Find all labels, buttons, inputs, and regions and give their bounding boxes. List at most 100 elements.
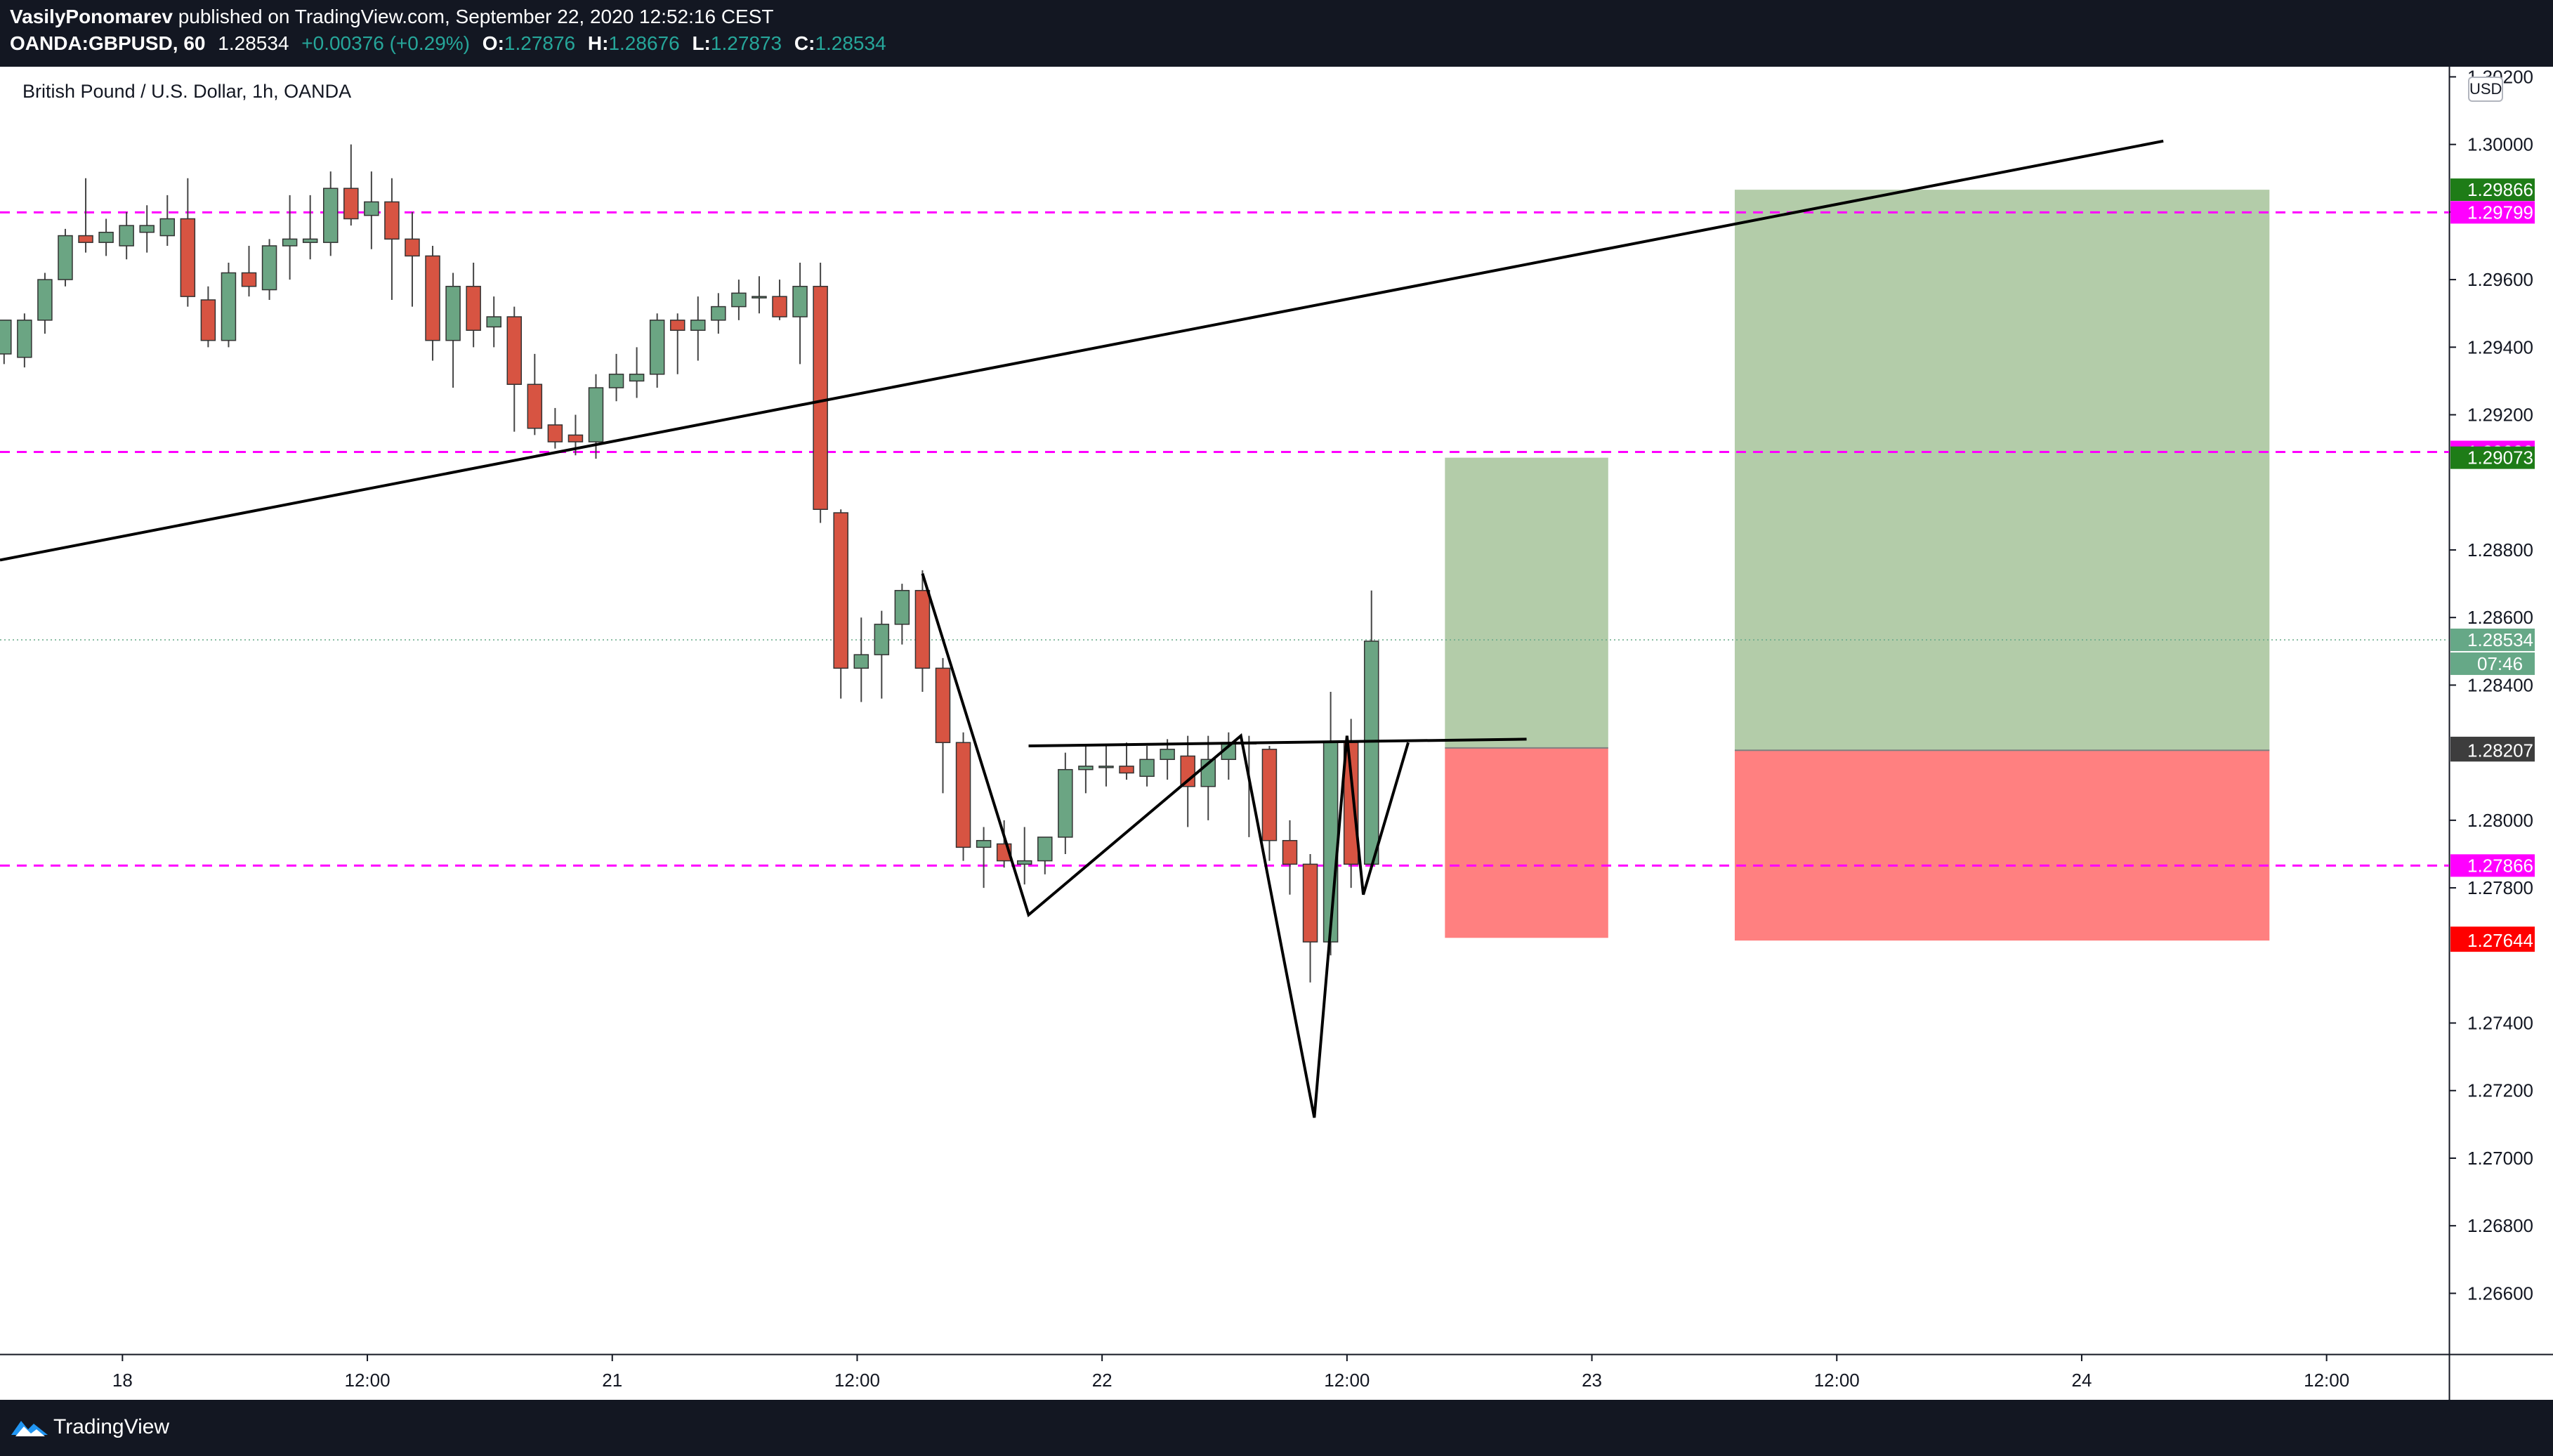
candle-body bbox=[159, 218, 176, 237]
candle-8 bbox=[139, 205, 155, 253]
candle-3 bbox=[37, 273, 53, 334]
candle-body bbox=[1139, 759, 1155, 778]
time-tick-label: 12:00 bbox=[1814, 1370, 1860, 1391]
candle-body bbox=[669, 320, 685, 332]
candle-body bbox=[364, 201, 379, 216]
candle-body bbox=[894, 589, 910, 625]
time-tick-label: 12:00 bbox=[1324, 1370, 1370, 1391]
close-value: 1.28534 bbox=[815, 32, 886, 54]
candle-body bbox=[1363, 641, 1379, 865]
candle-body bbox=[37, 279, 53, 321]
time-tick-label: 12:00 bbox=[834, 1370, 880, 1391]
candle-40 bbox=[792, 263, 808, 365]
candle-body bbox=[241, 272, 257, 287]
candle-body bbox=[282, 238, 298, 247]
candle-55 bbox=[1098, 746, 1114, 787]
price-tick-label: 1.27400 bbox=[2467, 1013, 2533, 1034]
candle-body bbox=[98, 231, 114, 243]
author-name[interactable]: VasilyPonomarev bbox=[10, 6, 173, 27]
last-price: 1.28534 bbox=[218, 32, 289, 54]
price-tick-label: 1.27000 bbox=[2467, 1148, 2533, 1169]
price-label-1.29073: 1.29073 bbox=[2450, 446, 2535, 469]
position-1-profit-zone bbox=[1445, 457, 1608, 748]
candle-body bbox=[1160, 749, 1175, 761]
price-chart[interactable]: 1.302001.300001.298001.296001.294001.292… bbox=[0, 67, 2553, 1400]
candle-36 bbox=[711, 293, 726, 334]
candle-41 bbox=[813, 263, 828, 523]
symbol-label[interactable]: OANDA:GBPUSD, 60 bbox=[10, 32, 206, 54]
high-label: H: bbox=[587, 32, 609, 54]
candle-44 bbox=[874, 610, 890, 699]
candle-2 bbox=[17, 313, 32, 368]
candle-body bbox=[261, 245, 277, 291]
symbol-title: British Pound / U.S. Dollar, 1h, OANDA bbox=[22, 81, 352, 102]
price-label-text: 1.29799 bbox=[2467, 202, 2533, 223]
candle-body bbox=[445, 285, 461, 341]
candle-body bbox=[547, 424, 563, 442]
candle-31 bbox=[608, 353, 624, 402]
candle-body bbox=[343, 188, 359, 220]
price-label-1.27644: 1.27644 bbox=[2450, 929, 2535, 952]
footer-brand[interactable]: TradingView bbox=[53, 1415, 170, 1438]
candle-body bbox=[752, 296, 767, 299]
candle-47 bbox=[935, 657, 951, 794]
price-tick-label: 1.27800 bbox=[2467, 877, 2533, 898]
candle-26 bbox=[506, 306, 523, 432]
candle-body bbox=[506, 316, 523, 385]
candle-60 bbox=[1200, 735, 1216, 820]
candle-53 bbox=[1058, 752, 1073, 854]
footer-bar: TradingView bbox=[0, 1400, 2553, 1456]
candle-64 bbox=[1282, 820, 1298, 895]
publish-info: VasilyPonomarev published on TradingView… bbox=[10, 6, 774, 28]
candle-body bbox=[119, 225, 134, 247]
candle-body bbox=[955, 742, 971, 848]
price-label-bg bbox=[2450, 446, 2535, 469]
candle-body bbox=[78, 235, 93, 243]
candle-67 bbox=[1343, 719, 1359, 888]
candle-12 bbox=[221, 263, 237, 348]
chart-area[interactable]: 1.302001.300001.298001.296001.294001.292… bbox=[0, 67, 2553, 1400]
price-label-bg bbox=[2450, 628, 2535, 651]
candle-35 bbox=[690, 296, 706, 361]
candle-body bbox=[690, 320, 706, 332]
open-label: O: bbox=[482, 32, 504, 54]
candle-52 bbox=[1037, 837, 1053, 874]
position-2-loss-zone bbox=[1734, 750, 2270, 941]
candle-38 bbox=[752, 276, 767, 314]
candle-body bbox=[874, 624, 890, 655]
time-tick-label: 12:00 bbox=[345, 1370, 391, 1391]
price-tick-label: 1.26600 bbox=[2467, 1283, 2533, 1304]
countdown-label: 07:46 bbox=[2450, 652, 2535, 675]
candle-19 bbox=[364, 171, 379, 249]
candle-61 bbox=[1221, 732, 1237, 780]
candle-body bbox=[221, 272, 237, 341]
candle-21 bbox=[405, 211, 420, 307]
candle-body bbox=[384, 201, 400, 240]
price-label-bg bbox=[2450, 739, 2535, 762]
candle-body bbox=[1282, 839, 1298, 865]
candle-body bbox=[813, 285, 828, 510]
price-change: +0.00376 (+0.29%) bbox=[301, 32, 471, 54]
candle-body bbox=[425, 255, 440, 341]
candle-68 bbox=[1363, 590, 1379, 865]
price-label-bg bbox=[2450, 201, 2535, 224]
candle-37 bbox=[731, 280, 747, 320]
candle-10 bbox=[180, 178, 196, 307]
candle-body bbox=[1016, 860, 1032, 865]
price-label-text: 1.27866 bbox=[2467, 855, 2533, 876]
candle-body bbox=[711, 306, 726, 321]
currency-button[interactable]: USD bbox=[2468, 77, 2503, 102]
countdown-text: 07:46 bbox=[2477, 653, 2523, 674]
price-axis-panel bbox=[2449, 67, 2553, 1400]
price-tick-label: 1.26800 bbox=[2467, 1215, 2533, 1236]
price-label-1.28207: 1.28207 bbox=[2450, 739, 2535, 762]
candle-5 bbox=[78, 178, 93, 253]
published-text: published on TradingView.com, September … bbox=[178, 6, 774, 27]
open-value: 1.27876 bbox=[504, 32, 576, 54]
candle-22 bbox=[425, 245, 440, 361]
position-2-profit-zone bbox=[1734, 190, 2270, 751]
price-label-text: 1.28207 bbox=[2467, 740, 2533, 761]
candle-body bbox=[772, 296, 787, 317]
candle-body bbox=[608, 374, 624, 388]
price-label-bg bbox=[2450, 929, 2535, 952]
